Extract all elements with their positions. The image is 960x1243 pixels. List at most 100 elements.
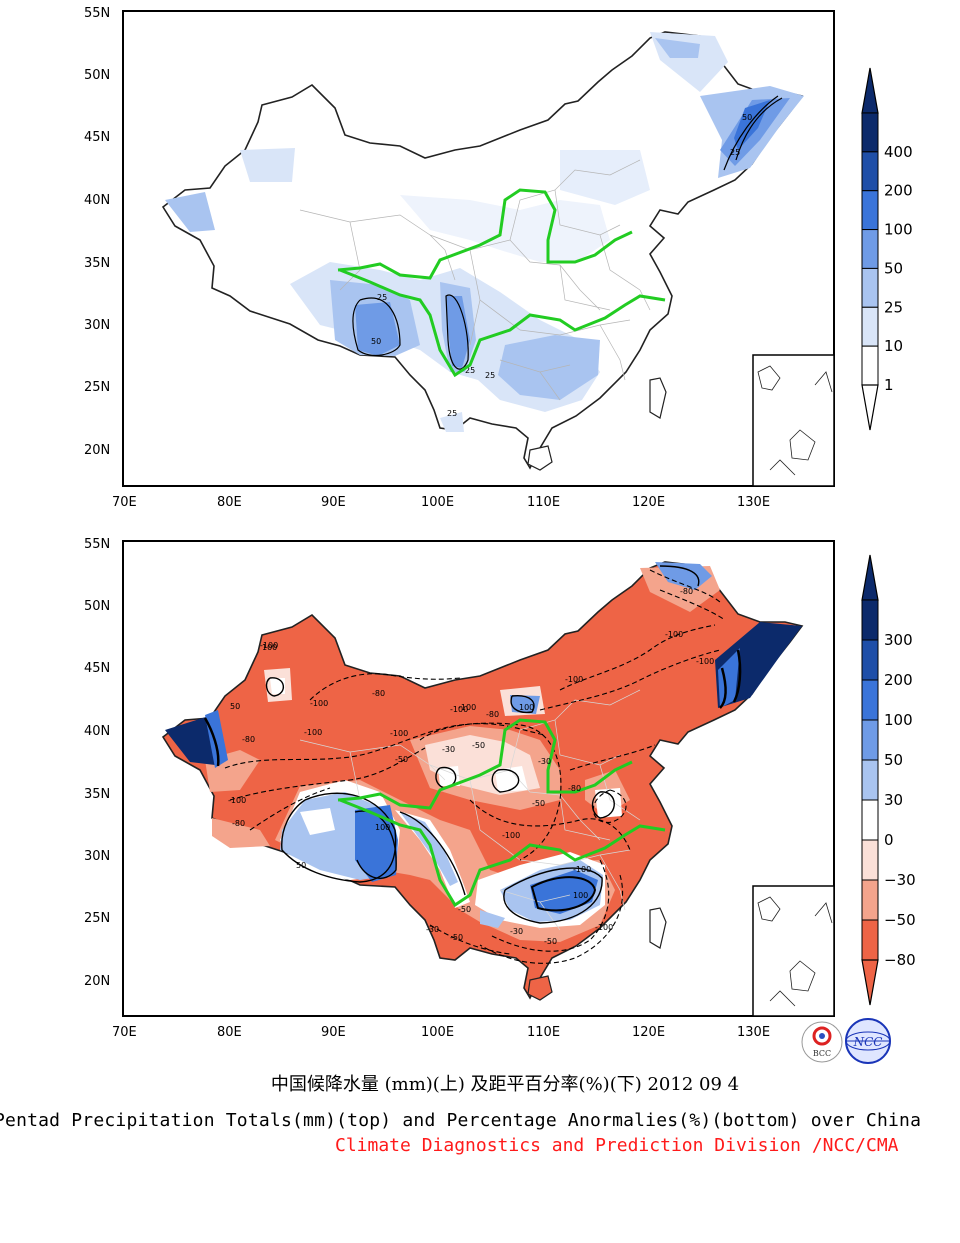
lat-tick: 55N [84,6,110,21]
colorbar-label: 100 [884,221,913,239]
lat-tick: 25N [84,380,110,395]
lat-tick: 35N [84,256,110,271]
lat-tick: 55N [84,537,110,552]
lon-tick: 100E [421,1025,454,1040]
colorbar-label: 200 [884,671,913,689]
colorbar-swatch [861,190,879,231]
lon-tick: 110E [527,1025,560,1040]
contour-label: 25 [730,148,740,157]
contour-label: 100 [519,703,534,712]
colorbar-swatch [861,639,879,681]
contour-label: -100 [573,865,591,874]
contour-label: -50 [395,755,408,764]
colorbar-label: −30 [884,871,916,889]
contour-label: -100 [310,699,328,708]
colorbar-label: 0 [884,831,894,849]
contour-label: -50 [458,905,471,914]
contour-label: -80 [242,735,255,744]
colorbar-label: 25 [884,298,903,316]
lon-tick: 100E [421,495,454,510]
lat-tick: 45N [84,661,110,676]
contour-label: 25 [377,293,387,302]
contour-label: -100 [228,796,246,805]
lon-tick: 130E [737,495,770,510]
anomaly-map: -100 -80 -100 -80 -100 -100 -100 -50 -30… [84,537,916,1040]
colorbar-swatch [861,267,879,308]
colorbar-label: 100 [884,711,913,729]
colorbar-swatch [861,306,879,347]
contour-label: -100 [260,641,278,650]
colorbar-swatch [861,112,879,153]
lat-tick: 50N [84,599,110,614]
lat-tick: 30N [84,318,110,333]
contour-label: 100 [375,823,390,832]
colorbar-swatch [861,229,879,269]
lon-tick: 120E [632,495,665,510]
lat-tick: 45N [84,130,110,145]
contour-label: 25 [485,371,495,380]
colorbar-swatch [861,879,879,921]
lat-tick: 25N [84,911,110,926]
colorbar-swatch [861,799,879,841]
contour-label: -100 [502,831,520,840]
colorbar-label: 30 [884,791,903,809]
contour-label: -100 [696,657,714,666]
colorbar-label: −80 [884,951,916,969]
lon-tick: 90E [321,1025,346,1040]
colorbar-label: −50 [884,911,916,929]
lat-tick: 20N [84,443,110,458]
bcc-logo-text: BCC [813,1049,831,1058]
contour-label: 25 [447,409,457,418]
contour-label: -100 [458,703,476,712]
colorbar-swatch [861,719,879,761]
contour-label: -80 [486,710,499,719]
contour-label: 25 [465,366,475,375]
colorbar-swatch [861,345,879,386]
contour-label: -50 [472,741,485,750]
colorbar-bottom-arrow [861,384,879,431]
lat-tick: 20N [84,974,110,989]
colorbar-label: 1 [884,376,894,394]
contour-label: -100 [450,705,468,714]
lat-axis: 55N 50N 45N 40N 35N 30N 25N 20N [84,6,110,458]
lon-tick: 120E [632,1025,665,1040]
contour-label: 100 [573,891,588,900]
colorbar-label: 300 [884,631,913,649]
contour-label: -50 [532,799,545,808]
contour-label: -80 [372,689,385,698]
precipitation-colorbar: 400 200 100 50 25 10 1 [861,67,913,431]
colorbar-top-arrow [861,554,879,601]
colorbar-label: 200 [884,182,913,200]
contour-label: -80 [680,587,693,596]
contour-label: 50 [296,861,306,870]
lon-tick: 80E [217,495,242,510]
lon-tick: 110E [527,495,560,510]
contour-label: -50 [544,937,557,946]
colorbar-swatch [861,679,879,721]
lon-tick: 70E [112,495,137,510]
contour-label: -50 [450,933,463,942]
colorbar-top-arrow [861,67,879,114]
lat-axis: 55N 50N 45N 40N 35N 30N 25N 20N [84,537,110,989]
contour-label: -80 [568,784,581,793]
contour-label: -80 [232,819,245,828]
lat-tick: 40N [84,724,110,739]
caption-chinese: 中国候降水量 (mm)(上) 及距平百分率(%)(下) 2012 09 4 [270,1074,740,1095]
lon-tick: 130E [737,1025,770,1040]
lat-tick: 40N [84,193,110,208]
contour-label: -100 [665,630,683,639]
lon-axis: 70E 80E 90E 100E 110E 120E 130E [112,1025,770,1040]
lat-tick: 30N [84,849,110,864]
caption-credit: Climate Diagnostics and Prediction Divis… [335,1135,899,1156]
colorbar-swatch [861,599,879,641]
lat-tick: 35N [84,787,110,802]
contour-label: -30 [426,925,439,934]
lon-tick: 90E [321,495,346,510]
lon-tick: 70E [112,1025,137,1040]
contour-label: -100 [390,729,408,738]
contour-label: -30 [538,757,551,766]
contour-label: 50 [742,113,752,122]
lon-axis: 70E 80E 90E 100E 110E 120E 130E [112,495,770,510]
